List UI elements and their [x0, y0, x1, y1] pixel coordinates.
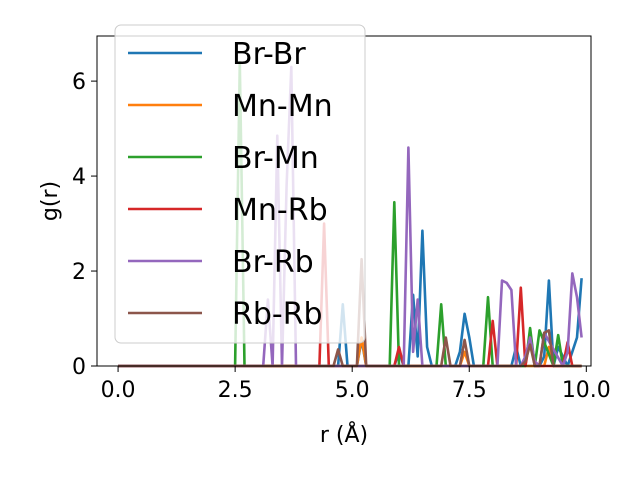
legend-label: Br-Rb	[232, 245, 314, 280]
x-axis: 0.0 2.5 5.0 7.5 10.0	[101, 366, 611, 403]
legend-item-br-mn: Br-Mn	[128, 141, 319, 176]
legend-label: Rb-Rb	[232, 297, 323, 332]
x-tick-label: 0.0	[101, 378, 136, 403]
legend-label: Mn-Rb	[232, 193, 328, 228]
y-tick-label: 2	[72, 260, 86, 285]
y-tick-label: 4	[72, 165, 86, 190]
legend-item-mn-rb: Mn-Rb	[128, 193, 328, 228]
x-tick-label: 2.5	[218, 378, 253, 403]
y-tick-label: 0	[72, 355, 86, 380]
x-tick-label: 5.0	[335, 378, 370, 403]
legend: Br-Br Mn-Mn Br-Mn Mn-Rb Br-Rb Rb-Rb	[114, 24, 366, 344]
legend-label: Mn-Mn	[232, 89, 333, 124]
legend-item-br-br: Br-Br	[128, 37, 306, 72]
y-axis: 0 2 4 6	[72, 70, 97, 380]
series-line-mn-mn	[118, 336, 582, 368]
y-tick-label: 6	[72, 70, 86, 95]
legend-item-br-rb: Br-Rb	[128, 245, 314, 280]
legend-label: Br-Br	[232, 37, 306, 72]
legend-box	[114, 24, 366, 344]
x-axis-label: r (Å)	[320, 421, 368, 448]
y-axis-label: g(r)	[38, 181, 63, 221]
legend-item-mn-mn: Mn-Mn	[128, 89, 333, 124]
legend-item-rb-rb: Rb-Rb	[128, 297, 323, 332]
x-tick-label: 7.5	[452, 378, 487, 403]
x-tick-label: 10.0	[562, 378, 611, 403]
legend-label: Br-Mn	[232, 141, 319, 176]
